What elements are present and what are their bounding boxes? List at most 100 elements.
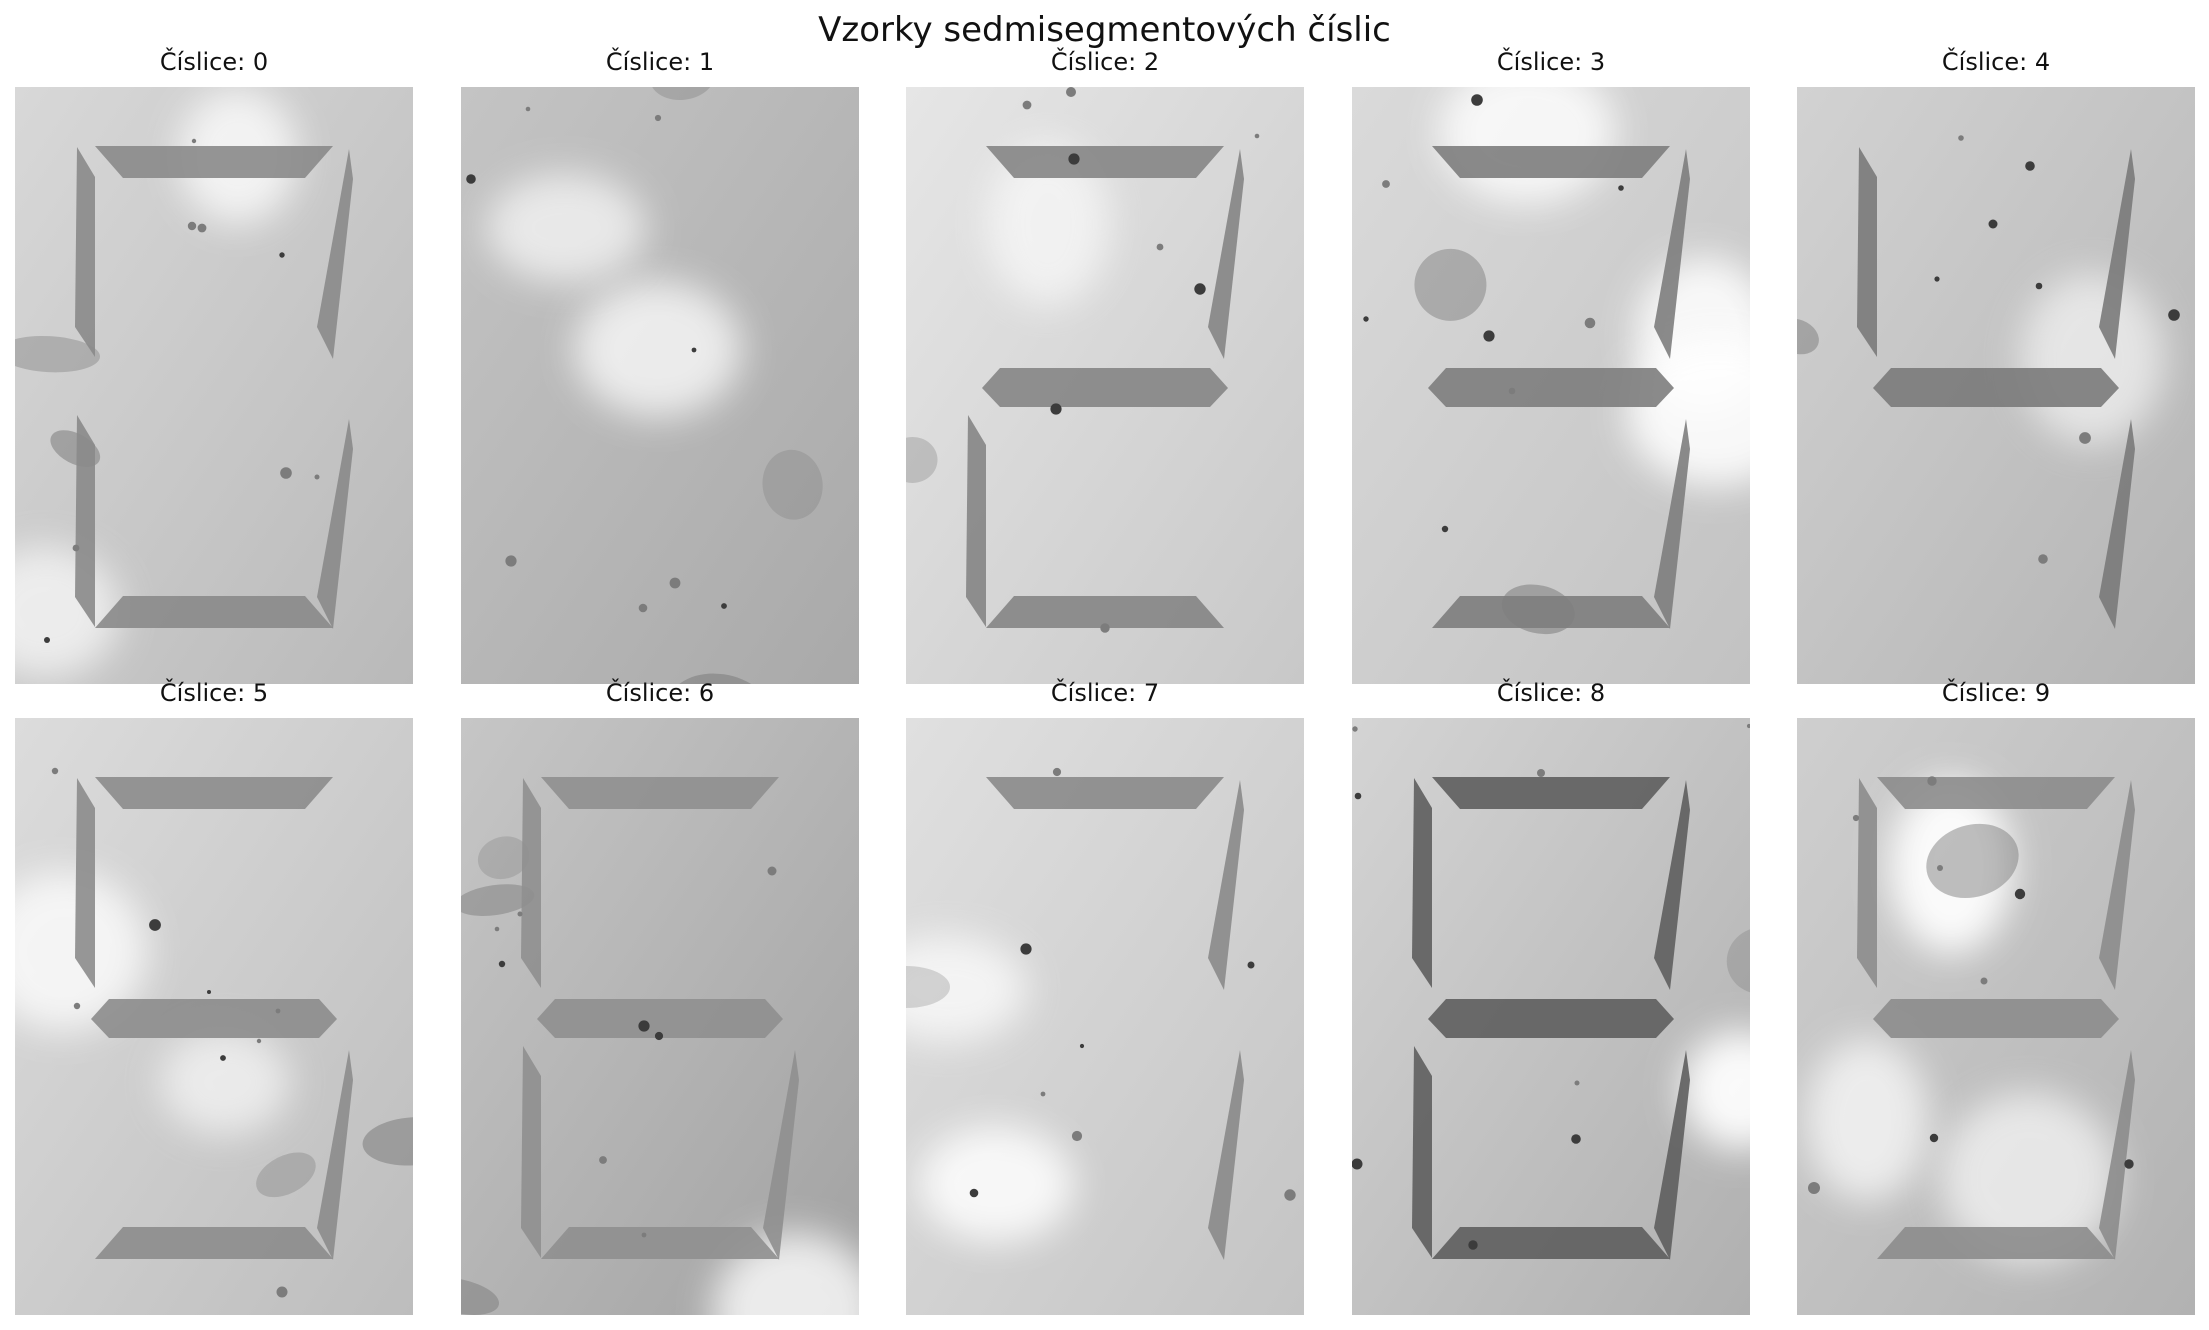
figure-title: Vzorky sedmisegmentových číslic <box>818 10 1391 50</box>
noise-speck <box>51 767 59 775</box>
digit-sample-image <box>1352 87 1750 684</box>
noise-speck <box>2014 888 2026 900</box>
segment-c <box>2099 419 2135 629</box>
light-glare <box>906 936 1027 1042</box>
noise-speck <box>767 866 777 876</box>
segment-b <box>2099 149 2135 359</box>
segment-e <box>1412 1046 1432 1258</box>
noise-speck <box>498 960 506 968</box>
noise-speck <box>1537 769 1545 777</box>
noise-speck <box>1468 1240 1478 1250</box>
noise-speck <box>466 174 476 184</box>
segment-d <box>95 596 333 628</box>
digit-sample-panel: Číslice: 8 <box>1352 679 1750 1315</box>
segment-a <box>1432 146 1670 178</box>
noise-speck <box>1052 767 1062 777</box>
segment-b <box>1208 780 1244 990</box>
segment-a <box>1877 777 2115 809</box>
noise-speck <box>1284 1189 1296 1201</box>
segment-g <box>1873 999 2119 1038</box>
digit-sample-image <box>461 718 859 1315</box>
digit-sample-panel: Číslice: 2 <box>906 48 1304 684</box>
noise-speck <box>1574 1080 1580 1086</box>
dark-smudge <box>650 87 715 100</box>
segment-b <box>2099 780 2135 990</box>
segment-d <box>541 1227 779 1259</box>
noise-speck <box>2025 161 2035 171</box>
digit-sample-panel: Číslice: 0 <box>15 48 413 684</box>
segment-b <box>1654 780 1690 990</box>
digit-sample-label: Číslice: 1 <box>605 48 715 76</box>
dark-smudge <box>477 836 530 880</box>
segment-f <box>521 778 541 988</box>
noise-speck <box>220 1055 226 1061</box>
dark-smudge <box>1797 318 1819 355</box>
dark-smudge <box>1926 823 2019 899</box>
noise-speck <box>256 1038 262 1044</box>
segment-f <box>1857 147 1877 357</box>
segment-c <box>1654 419 1690 629</box>
noise-speck <box>1958 135 1964 141</box>
segment-g <box>1428 999 1674 1038</box>
noise-speck <box>654 114 662 122</box>
digit-sample-panel: Číslice: 9 <box>1797 679 2195 1315</box>
noise-speck <box>1352 1158 1363 1170</box>
segment-a <box>95 146 333 178</box>
digit-sample-label: Číslice: 2 <box>1050 48 1160 76</box>
light-glare <box>574 281 742 417</box>
noise-speck <box>721 603 727 609</box>
digit-sample-image <box>1797 718 2195 1315</box>
dark-smudge <box>1726 927 1750 994</box>
noise-speck <box>1022 100 1032 110</box>
segment-b <box>1208 149 1244 359</box>
noise-speck <box>1441 525 1449 533</box>
segment-a <box>1432 777 1670 809</box>
noise-speck <box>1929 1133 1939 1143</box>
noise-speck <box>505 555 517 567</box>
noise-speck <box>2168 309 2180 321</box>
noise-speck <box>691 347 697 353</box>
noise-speck <box>654 1031 664 1041</box>
segment-g <box>1873 368 2119 407</box>
noise-speck <box>1508 387 1516 395</box>
dark-smudge <box>15 335 101 373</box>
noise-speck <box>314 474 320 480</box>
noise-speck <box>207 990 211 994</box>
noise-speck <box>1852 814 1860 822</box>
segment-f <box>1412 778 1432 988</box>
noise-speck <box>191 138 197 144</box>
digit-sample-image <box>15 718 413 1315</box>
noise-speck <box>1040 1091 1046 1097</box>
noise-speck <box>1927 776 1937 786</box>
noise-speck <box>1156 243 1164 251</box>
noise-speck <box>1254 133 1260 139</box>
noise-speck <box>1808 1182 1820 1194</box>
digit-sample-image <box>15 87 413 684</box>
digit-sample-image <box>461 87 859 684</box>
noise-speck <box>1746 723 1750 729</box>
segment-g <box>537 999 783 1038</box>
segment-g <box>982 368 1228 407</box>
dark-smudge <box>906 966 950 1008</box>
noise-speck <box>1934 276 1940 282</box>
noise-speck <box>517 911 523 917</box>
digit-sample-label: Číslice: 6 <box>605 679 715 707</box>
noise-speck <box>2035 282 2043 290</box>
segment-a <box>986 146 1224 178</box>
segment-f <box>75 147 95 357</box>
digit-sample-panel: Číslice: 3 <box>1352 48 1750 684</box>
noise-speck <box>494 926 500 932</box>
noise-speck <box>1079 1043 1085 1049</box>
noise-speck <box>669 577 681 589</box>
noise-speck <box>1571 1134 1581 1144</box>
digit-sample-label: Číslice: 7 <box>1050 679 1160 707</box>
noise-speck <box>2124 1159 2134 1169</box>
noise-speck <box>280 467 292 479</box>
segment-c <box>1208 1050 1244 1260</box>
noise-speck <box>525 106 531 112</box>
noise-speck <box>187 221 197 231</box>
noise-speck <box>1068 153 1080 165</box>
noise-speck <box>1937 865 1943 871</box>
noise-speck <box>1382 180 1390 188</box>
noise-speck <box>1354 792 1362 800</box>
